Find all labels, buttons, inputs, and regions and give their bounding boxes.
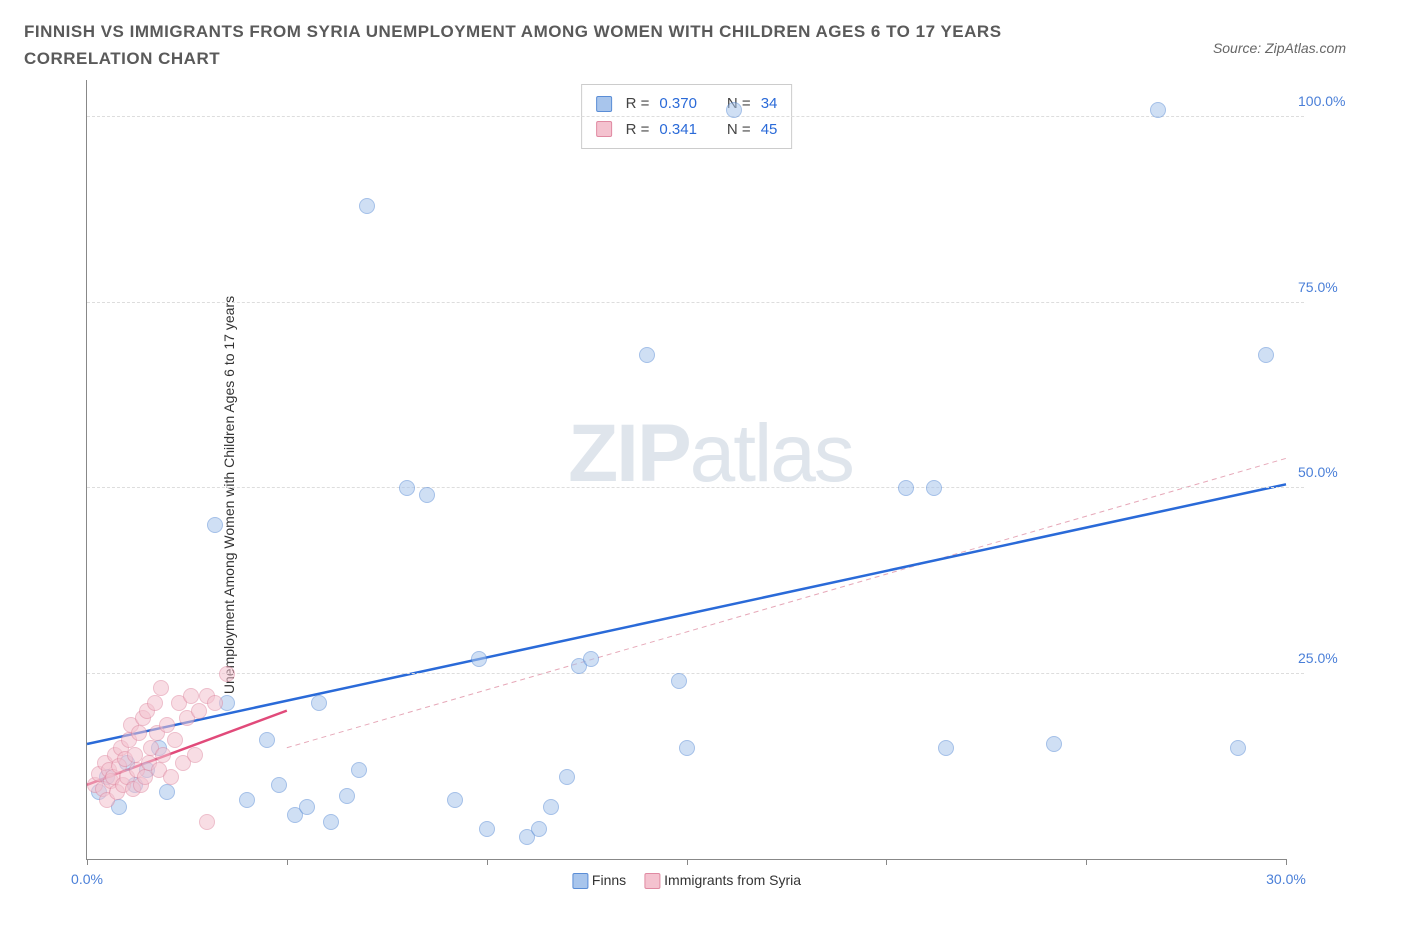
data-point [191, 703, 207, 719]
series-legend: Finns Immigrants from Syria [572, 872, 801, 889]
x-tick [1286, 859, 1287, 865]
data-point [543, 799, 559, 815]
x-tick-label: 30.0% [1266, 871, 1306, 887]
y-tick-label: 50.0% [1298, 464, 1358, 480]
data-point [1150, 102, 1166, 118]
data-point [399, 480, 415, 496]
legend-swatch [572, 873, 588, 889]
data-point [531, 821, 547, 837]
legend-swatch [644, 873, 660, 889]
data-point [163, 769, 179, 785]
r-value: 0.341 [659, 117, 697, 143]
x-tick [87, 859, 88, 865]
y-tick-label: 25.0% [1298, 650, 1358, 666]
data-point [153, 680, 169, 696]
legend-label: Immigrants from Syria [664, 872, 801, 888]
data-point [199, 814, 215, 830]
data-point [167, 732, 183, 748]
data-point [926, 480, 942, 496]
chart-container: Unemployment Among Women with Children A… [40, 80, 1366, 910]
data-point [259, 732, 275, 748]
plot-area: ZIPatlas R =0.370N =34R =0.341N =45 Finn… [86, 80, 1286, 860]
data-point [898, 480, 914, 496]
legend-swatch [596, 121, 612, 137]
data-point [726, 102, 742, 118]
data-point [639, 347, 655, 363]
data-point [1230, 740, 1246, 756]
data-point [1046, 736, 1062, 752]
correlation-row: R = 0.341 N = 45 [596, 117, 778, 143]
data-point [359, 198, 375, 214]
data-point [219, 666, 235, 682]
gridline [87, 116, 1304, 117]
source-label: Source: ZipAtlas.com [1213, 40, 1346, 56]
legend-item: Immigrants from Syria [644, 872, 801, 889]
data-point [207, 517, 223, 533]
data-point [271, 777, 287, 793]
x-tick-label: 0.0% [71, 871, 103, 887]
data-point [159, 717, 175, 733]
data-point [479, 821, 495, 837]
data-point [299, 799, 315, 815]
data-point [351, 762, 367, 778]
legend-label: Finns [592, 872, 626, 888]
n-label: N = [727, 117, 751, 143]
r-label: R = [626, 117, 650, 143]
x-tick [487, 859, 488, 865]
chart-title: FINNISH VS IMMIGRANTS FROM SYRIA UNEMPLO… [24, 18, 1124, 72]
legend-swatch [596, 96, 612, 112]
n-value: 45 [761, 117, 778, 143]
x-tick [287, 859, 288, 865]
r-value: 0.370 [659, 91, 697, 117]
data-point [339, 788, 355, 804]
data-point [671, 673, 687, 689]
x-tick [886, 859, 887, 865]
data-point [471, 651, 487, 667]
y-tick-label: 75.0% [1298, 279, 1358, 295]
data-point [1258, 347, 1274, 363]
data-point [207, 695, 223, 711]
y-tick-label: 100.0% [1298, 93, 1358, 109]
data-point [447, 792, 463, 808]
correlation-row: R =0.370N =34 [596, 91, 778, 117]
data-point [938, 740, 954, 756]
data-point [679, 740, 695, 756]
data-point [187, 747, 203, 763]
data-point [583, 651, 599, 667]
data-point [323, 814, 339, 830]
r-label: R = [626, 91, 650, 117]
data-point [159, 784, 175, 800]
gridline [87, 487, 1304, 488]
data-point [419, 487, 435, 503]
x-tick [687, 859, 688, 865]
gridline [87, 302, 1304, 303]
data-point [311, 695, 327, 711]
data-point [183, 688, 199, 704]
x-tick [1086, 859, 1087, 865]
data-point [239, 792, 255, 808]
data-point [131, 725, 147, 741]
data-point [147, 695, 163, 711]
data-point [559, 769, 575, 785]
n-value: 34 [761, 91, 778, 117]
gridline [87, 673, 1304, 674]
data-point [155, 747, 171, 763]
legend-item: Finns [572, 872, 626, 889]
